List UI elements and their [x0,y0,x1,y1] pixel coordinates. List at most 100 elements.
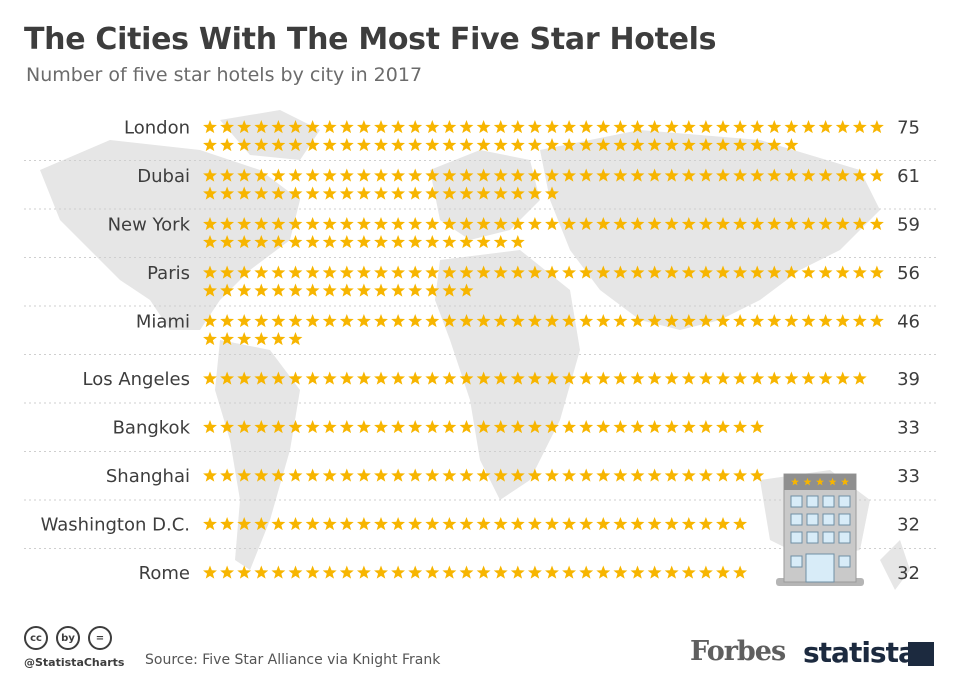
star-icon [664,119,679,134]
star-icon [391,137,406,152]
star-icon [254,371,269,385]
star-icon [698,419,713,434]
star-icon [647,565,662,579]
star-icon [835,265,850,279]
star-icon [818,371,833,385]
star-icon [425,234,440,249]
star-icon [562,371,577,385]
star-icon [356,119,371,134]
star-icon [750,468,765,482]
star-icon [203,137,217,152]
star-icon [527,265,542,279]
star-icon [339,313,354,328]
source-note: Source: Five Star Alliance via Knight Fr… [145,652,441,668]
star-icon [579,371,594,385]
star-icon [510,119,525,134]
hotel-window [822,513,835,526]
star-icon [220,331,235,346]
star-icon [220,137,235,152]
star-icon [305,234,320,249]
star-icon [681,119,696,134]
star-icon [716,419,730,434]
category-label: Los Angeles [83,369,191,390]
star-icon [545,468,559,482]
star-icon [203,565,217,579]
no-derivatives-icon: = [88,626,112,650]
star-icon [271,168,286,182]
star-icon [425,119,440,134]
star-icon [835,313,850,328]
star-icon [596,516,611,531]
star-icon [562,137,577,152]
hotel-window [790,555,803,568]
star-icon [647,419,662,434]
star-icon [288,283,303,297]
star-icon [305,186,320,200]
value-label: 32 [897,563,920,584]
star-icon [818,216,833,231]
star-icon [476,137,491,152]
star-icon [476,168,491,182]
star-icon [459,516,474,531]
star-icon [356,565,371,579]
star-icon [288,419,303,434]
star-icon [425,186,440,200]
star-icon [596,265,611,279]
star-icon [596,468,611,482]
star-icon [579,119,594,134]
star-icon [579,313,594,328]
star-icon [203,516,217,531]
star-icon [579,265,594,279]
star-icon [835,119,850,134]
star-icon [339,265,354,279]
star-icon [305,216,320,231]
value-label: 33 [897,466,920,487]
star-icon [510,137,525,152]
star-icon [733,468,748,482]
star-icon [527,186,542,200]
star-icon [476,186,491,200]
category-label: Washington D.C. [41,514,190,535]
star-icon [339,216,354,231]
star-icon [459,168,474,182]
star-icon [305,283,320,297]
star-icon [613,419,628,434]
star-icon [237,419,252,434]
star-icon [220,468,235,482]
star-icon [237,283,252,297]
chart-row-london: London 75 [24,117,936,161]
star-icon [237,168,252,182]
star-icon [664,137,679,152]
star-icon [681,516,696,531]
star-icon [203,371,217,385]
star-icon [801,216,816,231]
star-icon [852,265,867,279]
star-icon [767,371,782,385]
star-icon [630,419,645,434]
star-icon [391,265,406,279]
star-icon [476,371,491,385]
star-icon [322,565,337,579]
star-icon [527,565,542,579]
star-icon [237,371,252,385]
star-icon [374,234,388,249]
star-icon [271,216,286,231]
category-label: Shanghai [106,466,190,487]
star-icon [339,283,354,297]
star-icon [374,468,388,482]
star-icon [237,313,252,328]
star-icon [733,265,748,279]
star-icon [339,119,354,134]
license-icons: cc by = [24,626,112,650]
star-icon [869,313,884,328]
star-icon [647,137,662,152]
star-icon [716,516,730,531]
star-icon [237,186,252,200]
star-icon [527,216,542,231]
star-icon [852,216,867,231]
star-icon [408,216,423,231]
star-icon [288,371,303,385]
star-icon [596,565,611,579]
star-icon [391,565,406,579]
chart-row-bangkok: Bangkok 33 [24,417,936,452]
